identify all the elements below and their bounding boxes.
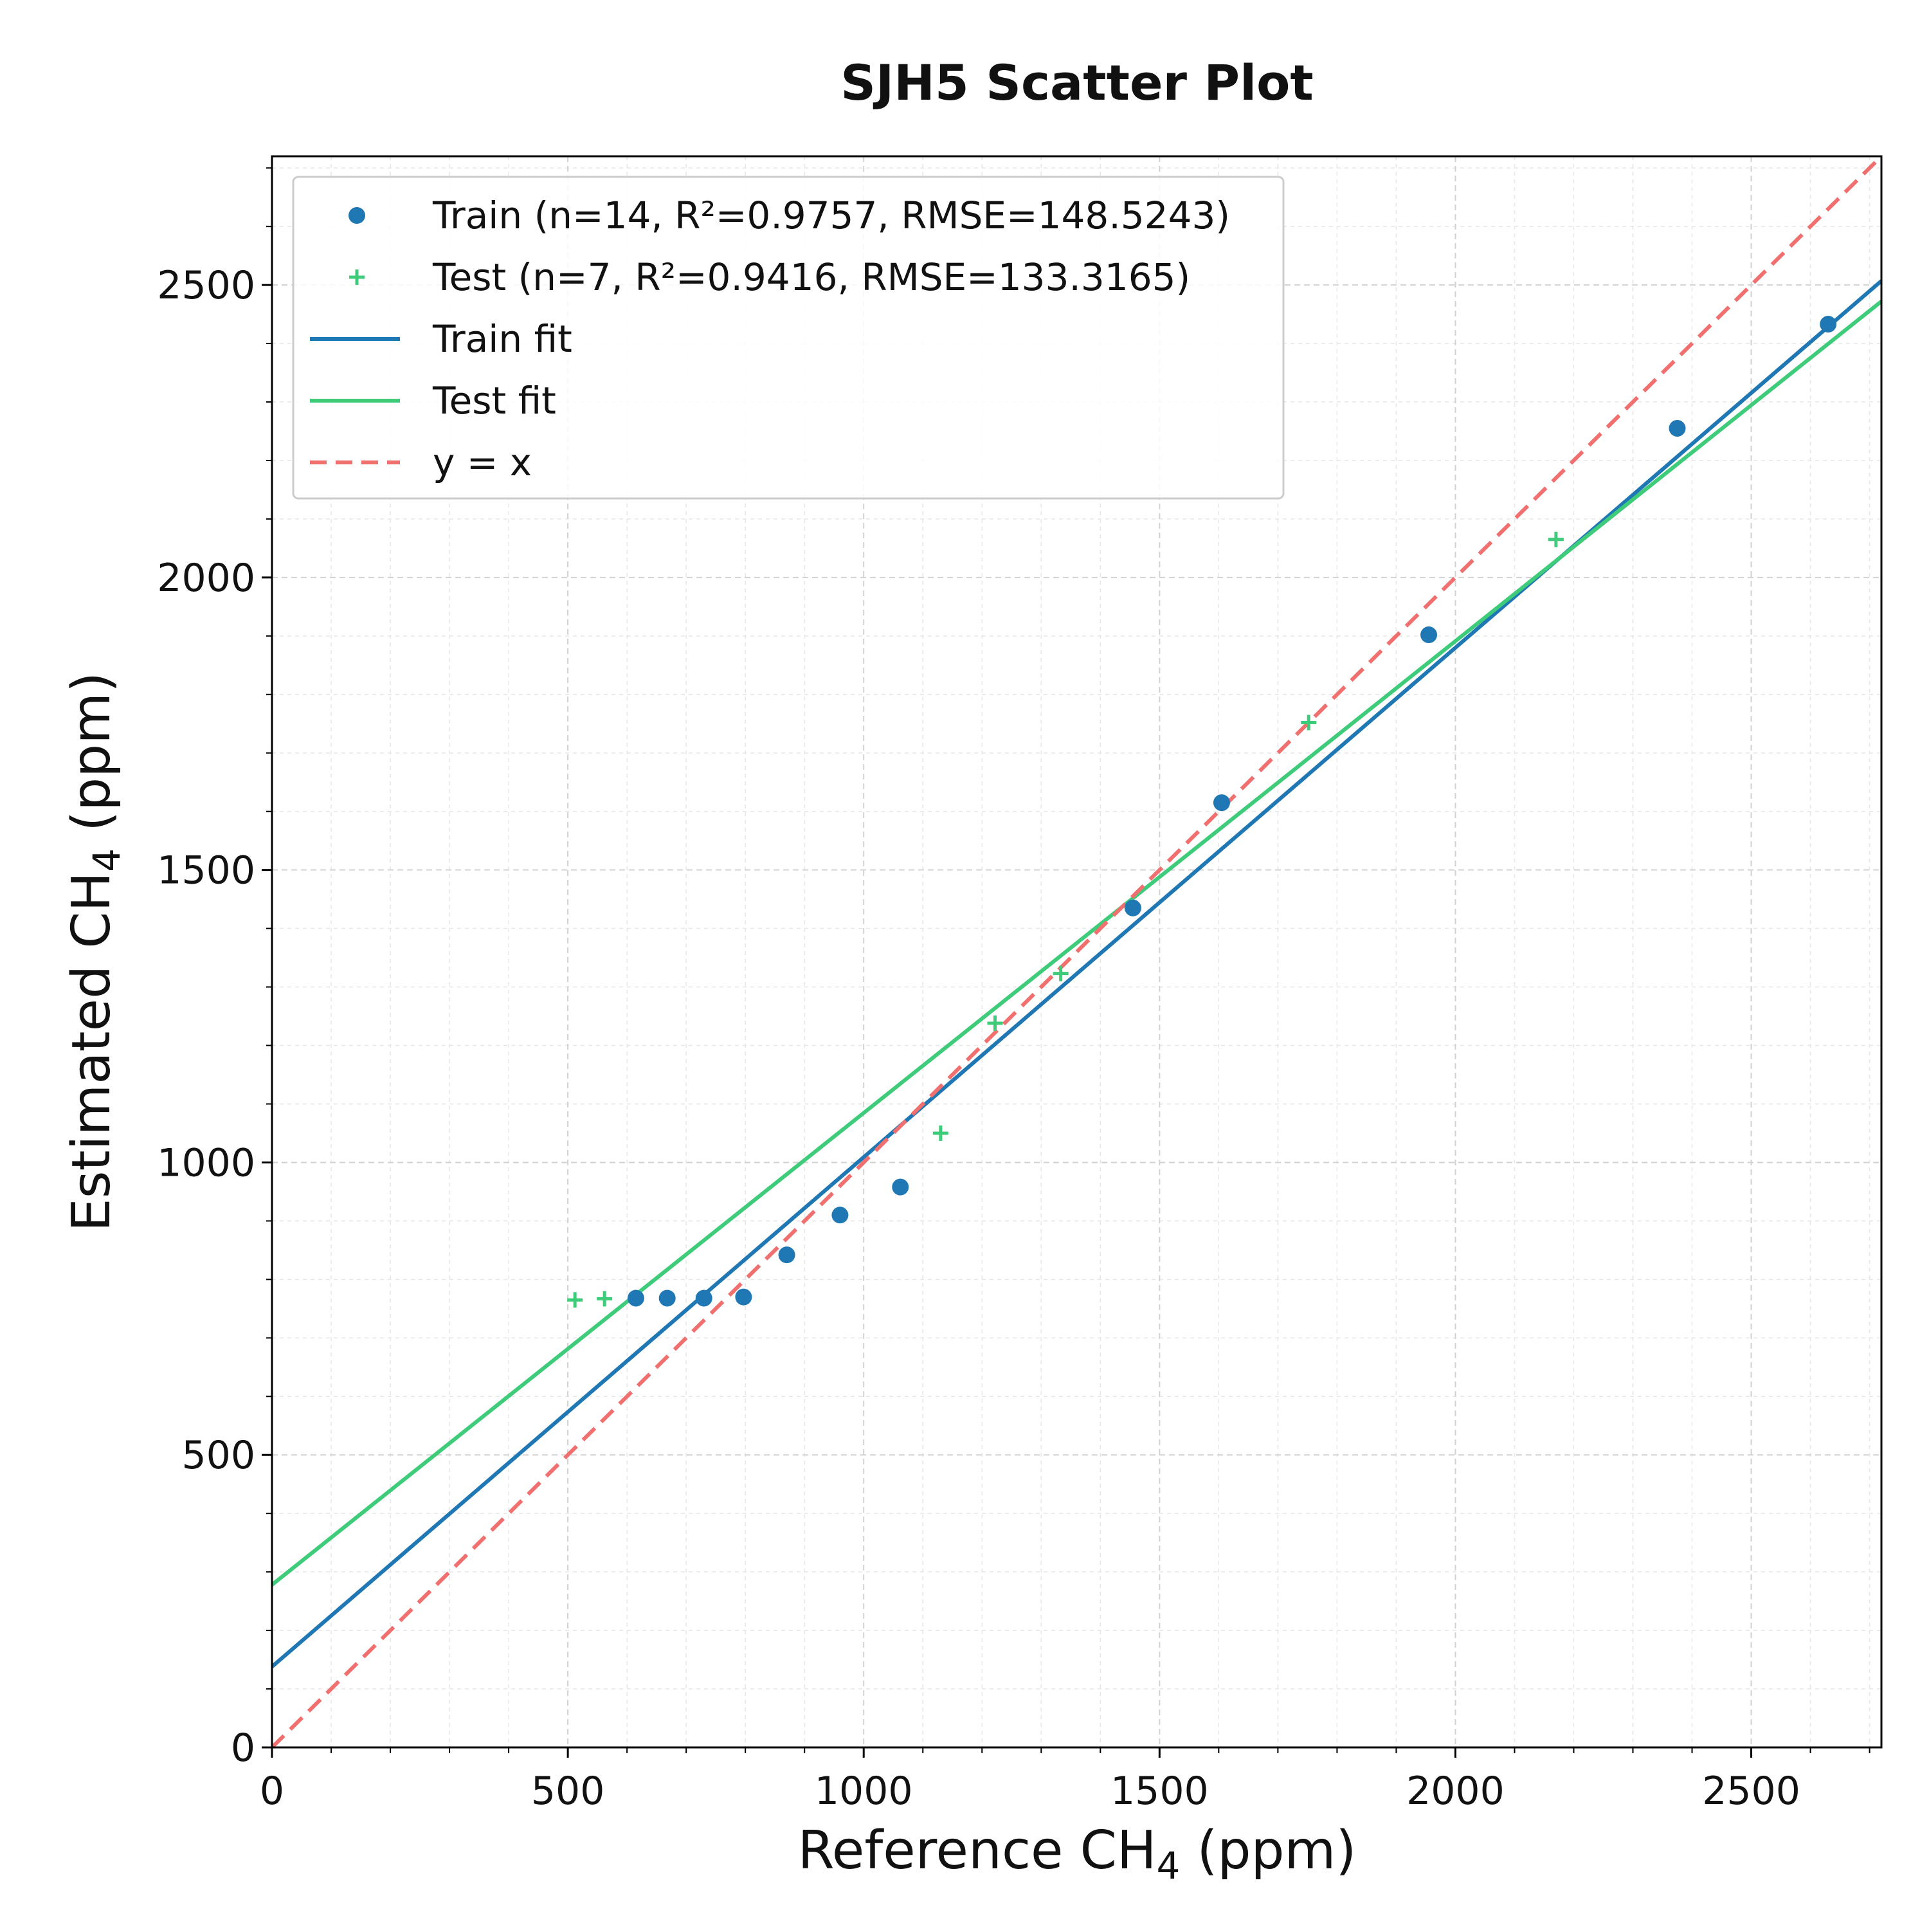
point-layer xyxy=(567,316,1837,1308)
legend-label: Train (n=14, R²=0.9757, RMSE=148.5243) xyxy=(432,194,1230,237)
legend-items: Train (n=14, R²=0.9757, RMSE=148.5243) Te… xyxy=(310,194,1230,484)
y-tick-label: 500 xyxy=(181,1433,255,1478)
x-axis-label-subscript: 4 xyxy=(1156,1844,1180,1888)
x-tick-label: 0 xyxy=(260,1769,284,1814)
y-tick-label: 1000 xyxy=(157,1140,255,1185)
test-point xyxy=(1548,531,1564,547)
test-point xyxy=(1301,715,1317,731)
series-line-test-fit xyxy=(272,300,1881,1587)
x-axis-label-prefix: Reference CH xyxy=(798,1820,1157,1881)
y-tick-layer: 0 500 1000 1500 2000 2500 xyxy=(157,167,272,1771)
train-point xyxy=(1420,626,1438,644)
x-tick-layer: 0 500 1000 1500 2000 2500 xyxy=(260,1747,1870,1814)
series-line-y-x xyxy=(272,156,1881,1747)
train-point xyxy=(1669,419,1686,437)
legend-box xyxy=(292,176,1285,500)
x-axis-label-suffix: (ppm) xyxy=(1180,1820,1356,1881)
train-point xyxy=(892,1178,909,1196)
line-layer xyxy=(272,156,1881,1747)
test-point xyxy=(987,1015,1003,1031)
x-axis-label: Reference CH4 (ppm) xyxy=(798,1820,1357,1888)
legend-label: y = x xyxy=(433,441,532,484)
train-point xyxy=(1124,899,1141,916)
y-tick-label: 2500 xyxy=(157,263,255,308)
train-point xyxy=(735,1288,752,1306)
y-tick-label: 2000 xyxy=(157,556,255,601)
plot-frame xyxy=(271,155,1883,1749)
y-axis-label: Estimated CH4 (ppm) xyxy=(61,672,129,1232)
y-tick-label: 1500 xyxy=(157,848,255,893)
x-tick-label: 2500 xyxy=(1702,1769,1800,1814)
test-point xyxy=(1053,965,1069,981)
legend-label: Train fit xyxy=(432,317,572,361)
train-point xyxy=(695,1290,712,1307)
legend: Train (n=14, R²=0.9757, RMSE=148.5243) Te… xyxy=(292,176,1285,500)
x-tick-label: 1000 xyxy=(815,1769,913,1814)
train-point xyxy=(627,1290,644,1307)
legend-label: Test fit xyxy=(432,379,556,423)
x-tick-label: 2000 xyxy=(1406,1769,1505,1814)
y-tick-label: 0 xyxy=(231,1726,255,1771)
test-point xyxy=(567,1292,583,1308)
train-point xyxy=(1213,794,1230,812)
train-point xyxy=(1820,316,1837,333)
chart-title: SJH5 Scatter Plot xyxy=(840,54,1313,111)
test-point xyxy=(932,1125,948,1141)
y-axis-label-prefix: Estimated CH xyxy=(61,872,122,1232)
series-line-train-fit xyxy=(272,279,1881,1668)
train-point xyxy=(658,1290,676,1307)
x-tick-label: 500 xyxy=(531,1769,605,1814)
train-point xyxy=(778,1246,795,1264)
legend-label: Test (n=7, R²=0.9416, RMSE=133.3165) xyxy=(432,255,1190,299)
train-point xyxy=(831,1207,849,1224)
test-point xyxy=(597,1291,613,1307)
legend-train-marker xyxy=(349,207,365,224)
y-axis-label-suffix: (ppm) xyxy=(61,672,122,848)
y-axis-label-subscript: 4 xyxy=(85,848,129,872)
x-tick-label: 1500 xyxy=(1110,1769,1209,1814)
